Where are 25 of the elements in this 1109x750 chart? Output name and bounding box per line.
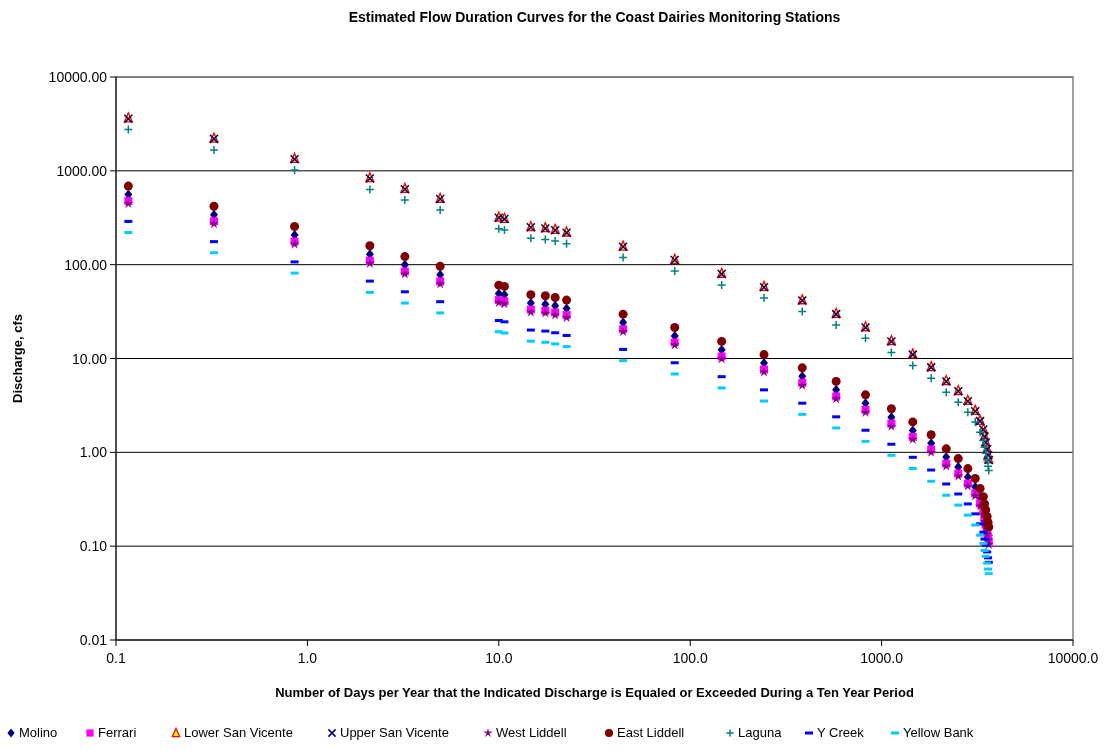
y-tick-label: 10000.00 [48, 69, 108, 85]
x-axis-title: Number of Days per Year that the Indicated Discharge is Equaled or Exceeded During a Ten Year Period [275, 685, 914, 700]
x-tick-label: 100.0 [672, 650, 708, 666]
y-tick-label: 0.10 [79, 538, 108, 555]
x-tick-label: 0.1 [106, 650, 126, 666]
x-tick-label: 10.0 [485, 650, 513, 666]
legend-label: Lower San Vicente [184, 725, 293, 740]
x-tick-label: 1000.0 [860, 650, 904, 666]
y-tick-label: 10.00 [71, 350, 108, 367]
legend-label: Upper San Vicente [340, 725, 449, 740]
legend-label: Laguna [738, 725, 783, 740]
x-tick-label: 10000.0 [1047, 650, 1099, 666]
x-tick-label: 1.0 [297, 650, 318, 666]
legend-label: Ferrari [98, 725, 137, 740]
y-tick-label: 1.00 [79, 444, 108, 461]
y-tick-label: 1000.00 [56, 162, 108, 179]
legend-label: West Liddell [496, 725, 567, 740]
legend-label: Y Creek [817, 725, 865, 740]
legend-label: Molino [19, 725, 58, 740]
legend-label: East Liddell [617, 725, 685, 740]
y-tick-label: 100.00 [64, 256, 108, 273]
y-tick-label: 0.01 [79, 632, 108, 648]
legend-label: Yellow Bank [903, 725, 974, 740]
y-axis-title: Discharge, cfs [10, 314, 25, 403]
chart-title: Estimated Flow Duration Curves for the Coast Dairies Monitoring Stations [348, 9, 841, 25]
